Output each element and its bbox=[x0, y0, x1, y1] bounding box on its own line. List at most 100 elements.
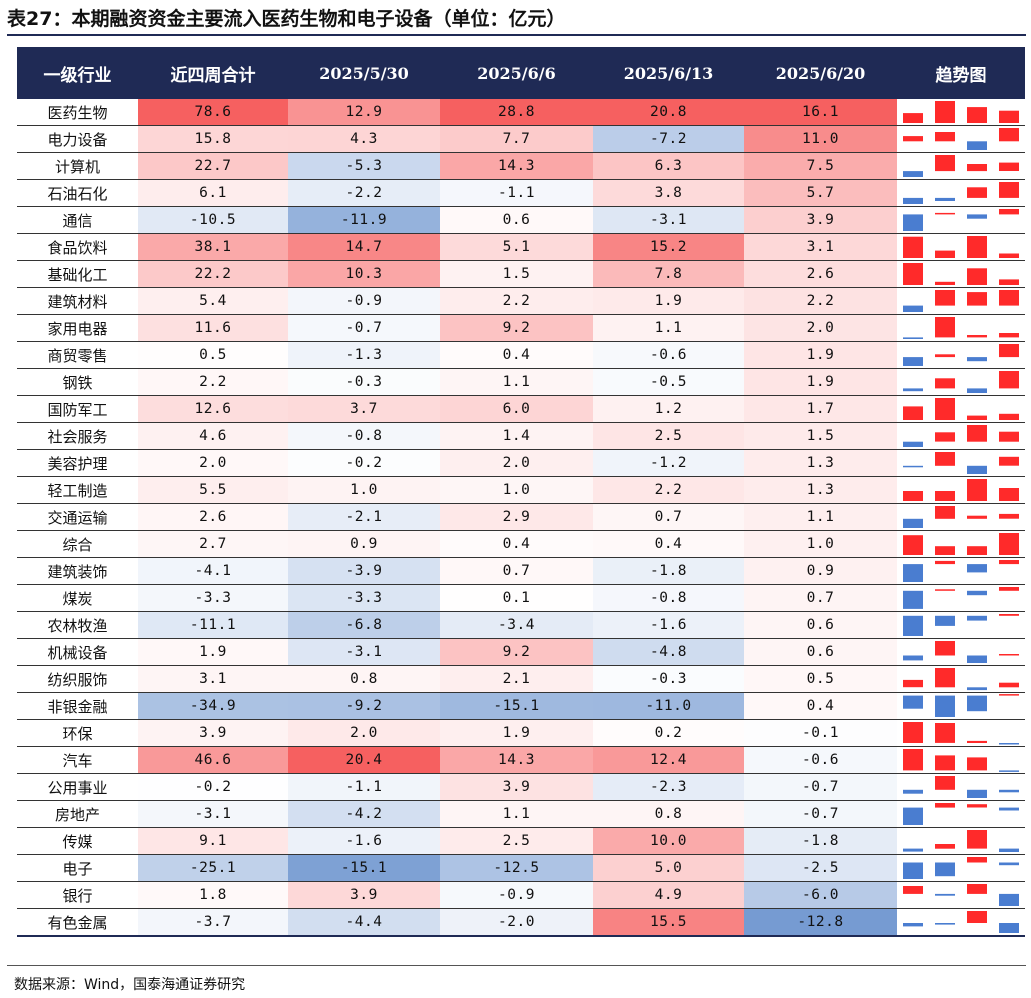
sparkline-bar bbox=[999, 431, 1019, 442]
sparkline-bar bbox=[999, 209, 1019, 215]
week-3-cell: -3.1 bbox=[593, 206, 744, 234]
trend-sparkline bbox=[903, 587, 1019, 609]
week-4-cell: 1.5 bbox=[744, 422, 897, 450]
week-1-cell: 12.9 bbox=[288, 99, 440, 126]
source-note: 数据来源：Wind，国泰海通证券研究 bbox=[14, 977, 246, 993]
total-cell: 2.7 bbox=[138, 530, 288, 558]
table-row: 电子 -25.1 -15.1 -12.5 5.0 -2.5 bbox=[17, 854, 1025, 882]
week-2-cell: -2.0 bbox=[440, 908, 593, 937]
table-row: 医药生物 78.6 12.9 28.8 20.8 16.1 bbox=[17, 99, 1025, 126]
total-cell: 4.6 bbox=[138, 422, 288, 450]
table-row: 通信 -10.5 -11.9 0.6 -3.1 3.9 bbox=[17, 206, 1025, 234]
sparkline-bar bbox=[935, 250, 955, 258]
trend-sparkline-cell bbox=[897, 179, 1025, 207]
sparkline-bar bbox=[967, 388, 987, 393]
industry-cell: 交通运输 bbox=[17, 503, 138, 531]
week-1-cell: 2.0 bbox=[288, 719, 440, 747]
sparkline-bar bbox=[903, 388, 923, 392]
week-2-cell: 14.3 bbox=[440, 746, 593, 774]
sparkline-bar bbox=[967, 615, 987, 621]
trend-sparkline bbox=[903, 263, 1019, 285]
table-row: 公用事业 -0.2 -1.1 3.9 -2.3 -0.7 bbox=[17, 773, 1025, 801]
sparkline-bar bbox=[967, 425, 987, 442]
week-2-cell: 5.1 bbox=[440, 233, 593, 261]
trend-sparkline bbox=[903, 209, 1019, 231]
week-4-cell: 0.7 bbox=[744, 584, 897, 612]
sparkline-bar bbox=[999, 743, 1019, 745]
trend-sparkline bbox=[903, 479, 1019, 501]
sparkline-bar bbox=[967, 655, 987, 663]
week-3-cell: 12.4 bbox=[593, 746, 744, 774]
sparkline-bar bbox=[999, 333, 1019, 338]
table-row: 国防军工 12.6 3.7 6.0 1.2 1.7 bbox=[17, 395, 1025, 423]
week-4-cell: 16.1 bbox=[744, 99, 897, 126]
trend-sparkline bbox=[903, 884, 1019, 906]
week-1-cell: -6.8 bbox=[288, 611, 440, 639]
table-row: 房地产 -3.1 -4.2 1.1 0.8 -0.7 bbox=[17, 800, 1025, 828]
total-cell: -0.2 bbox=[138, 773, 288, 801]
week-4-cell: 1.1 bbox=[744, 503, 897, 531]
table-row: 汽车 46.6 20.4 14.3 12.4 -0.6 bbox=[17, 746, 1025, 774]
sparkline-bar bbox=[903, 848, 923, 852]
trend-sparkline bbox=[903, 182, 1019, 204]
week-2-cell: 1.0 bbox=[440, 476, 593, 504]
week-2-cell: -0.9 bbox=[440, 881, 593, 909]
week-1-cell: -9.2 bbox=[288, 692, 440, 720]
sparkline-bar bbox=[999, 614, 1019, 616]
sparkline-bar bbox=[903, 923, 923, 927]
sparkline-bar bbox=[967, 415, 987, 420]
industry-cell: 煤炭 bbox=[17, 584, 138, 612]
trend-sparkline-cell bbox=[897, 800, 1025, 828]
week-1-cell: -15.1 bbox=[288, 854, 440, 882]
sparkline-bar bbox=[903, 518, 923, 528]
title-rule bbox=[7, 34, 1026, 36]
sparkline-bar bbox=[967, 515, 987, 519]
sparkline-bar bbox=[999, 488, 1019, 501]
sparkline-bar bbox=[935, 290, 955, 306]
industry-cell: 传媒 bbox=[17, 827, 138, 855]
trend-sparkline bbox=[903, 317, 1019, 339]
table-row: 建筑装饰 -4.1 -3.9 0.7 -1.8 0.9 bbox=[17, 557, 1025, 585]
week-2-cell: 2.5 bbox=[440, 827, 593, 855]
week-1-cell: -2.1 bbox=[288, 503, 440, 531]
sparkline-bar bbox=[999, 413, 1019, 420]
industry-cell: 钢铁 bbox=[17, 368, 138, 396]
trend-sparkline bbox=[903, 694, 1019, 717]
week-2-cell: 7.7 bbox=[440, 125, 593, 153]
week-4-cell: 7.5 bbox=[744, 152, 897, 180]
sparkline-bar bbox=[903, 263, 923, 285]
total-cell: 5.5 bbox=[138, 476, 288, 504]
industry-cell: 有色金属 bbox=[17, 908, 138, 937]
sparkline-bar bbox=[935, 212, 955, 215]
week-2-cell: 6.0 bbox=[440, 395, 593, 423]
header-row: 一级行业 近四周合计 2025/5/30 2025/6/6 2025/6/13 … bbox=[17, 47, 1025, 99]
week-4-cell: -0.7 bbox=[744, 800, 897, 828]
week-1-cell: -2.2 bbox=[288, 179, 440, 207]
trend-sparkline bbox=[903, 749, 1019, 772]
trend-sparkline bbox=[903, 128, 1019, 150]
week-1-cell: 20.4 bbox=[288, 746, 440, 774]
header-week-2: 2025/6/6 bbox=[440, 47, 593, 99]
industry-cell: 商贸零售 bbox=[17, 341, 138, 369]
sparkline-bar bbox=[967, 740, 987, 743]
industry-cell: 通信 bbox=[17, 206, 138, 234]
sparkline-bar bbox=[999, 560, 1019, 565]
sparkline-bar bbox=[935, 378, 955, 389]
week-3-cell: 20.8 bbox=[593, 99, 744, 126]
header-week-1: 2025/5/30 bbox=[288, 47, 440, 99]
week-1-cell: 10.3 bbox=[288, 260, 440, 288]
table-row: 纺织服饰 3.1 0.8 2.1 -0.3 0.5 bbox=[17, 665, 1025, 693]
trend-sparkline-cell bbox=[897, 341, 1025, 369]
trend-sparkline bbox=[903, 722, 1019, 745]
sparkline-bar bbox=[903, 722, 923, 743]
week-3-cell: 10.0 bbox=[593, 827, 744, 855]
week-1-cell: -11.9 bbox=[288, 206, 440, 234]
industry-cell: 食品饮料 bbox=[17, 233, 138, 261]
week-1-cell: -1.6 bbox=[288, 827, 440, 855]
industry-cell: 非银金融 bbox=[17, 692, 138, 720]
week-4-cell: 0.6 bbox=[744, 638, 897, 666]
week-4-cell: 0.9 bbox=[744, 557, 897, 585]
sparkline-bar bbox=[903, 491, 923, 501]
week-2-cell: 0.6 bbox=[440, 206, 593, 234]
sparkline-bar bbox=[935, 862, 955, 877]
